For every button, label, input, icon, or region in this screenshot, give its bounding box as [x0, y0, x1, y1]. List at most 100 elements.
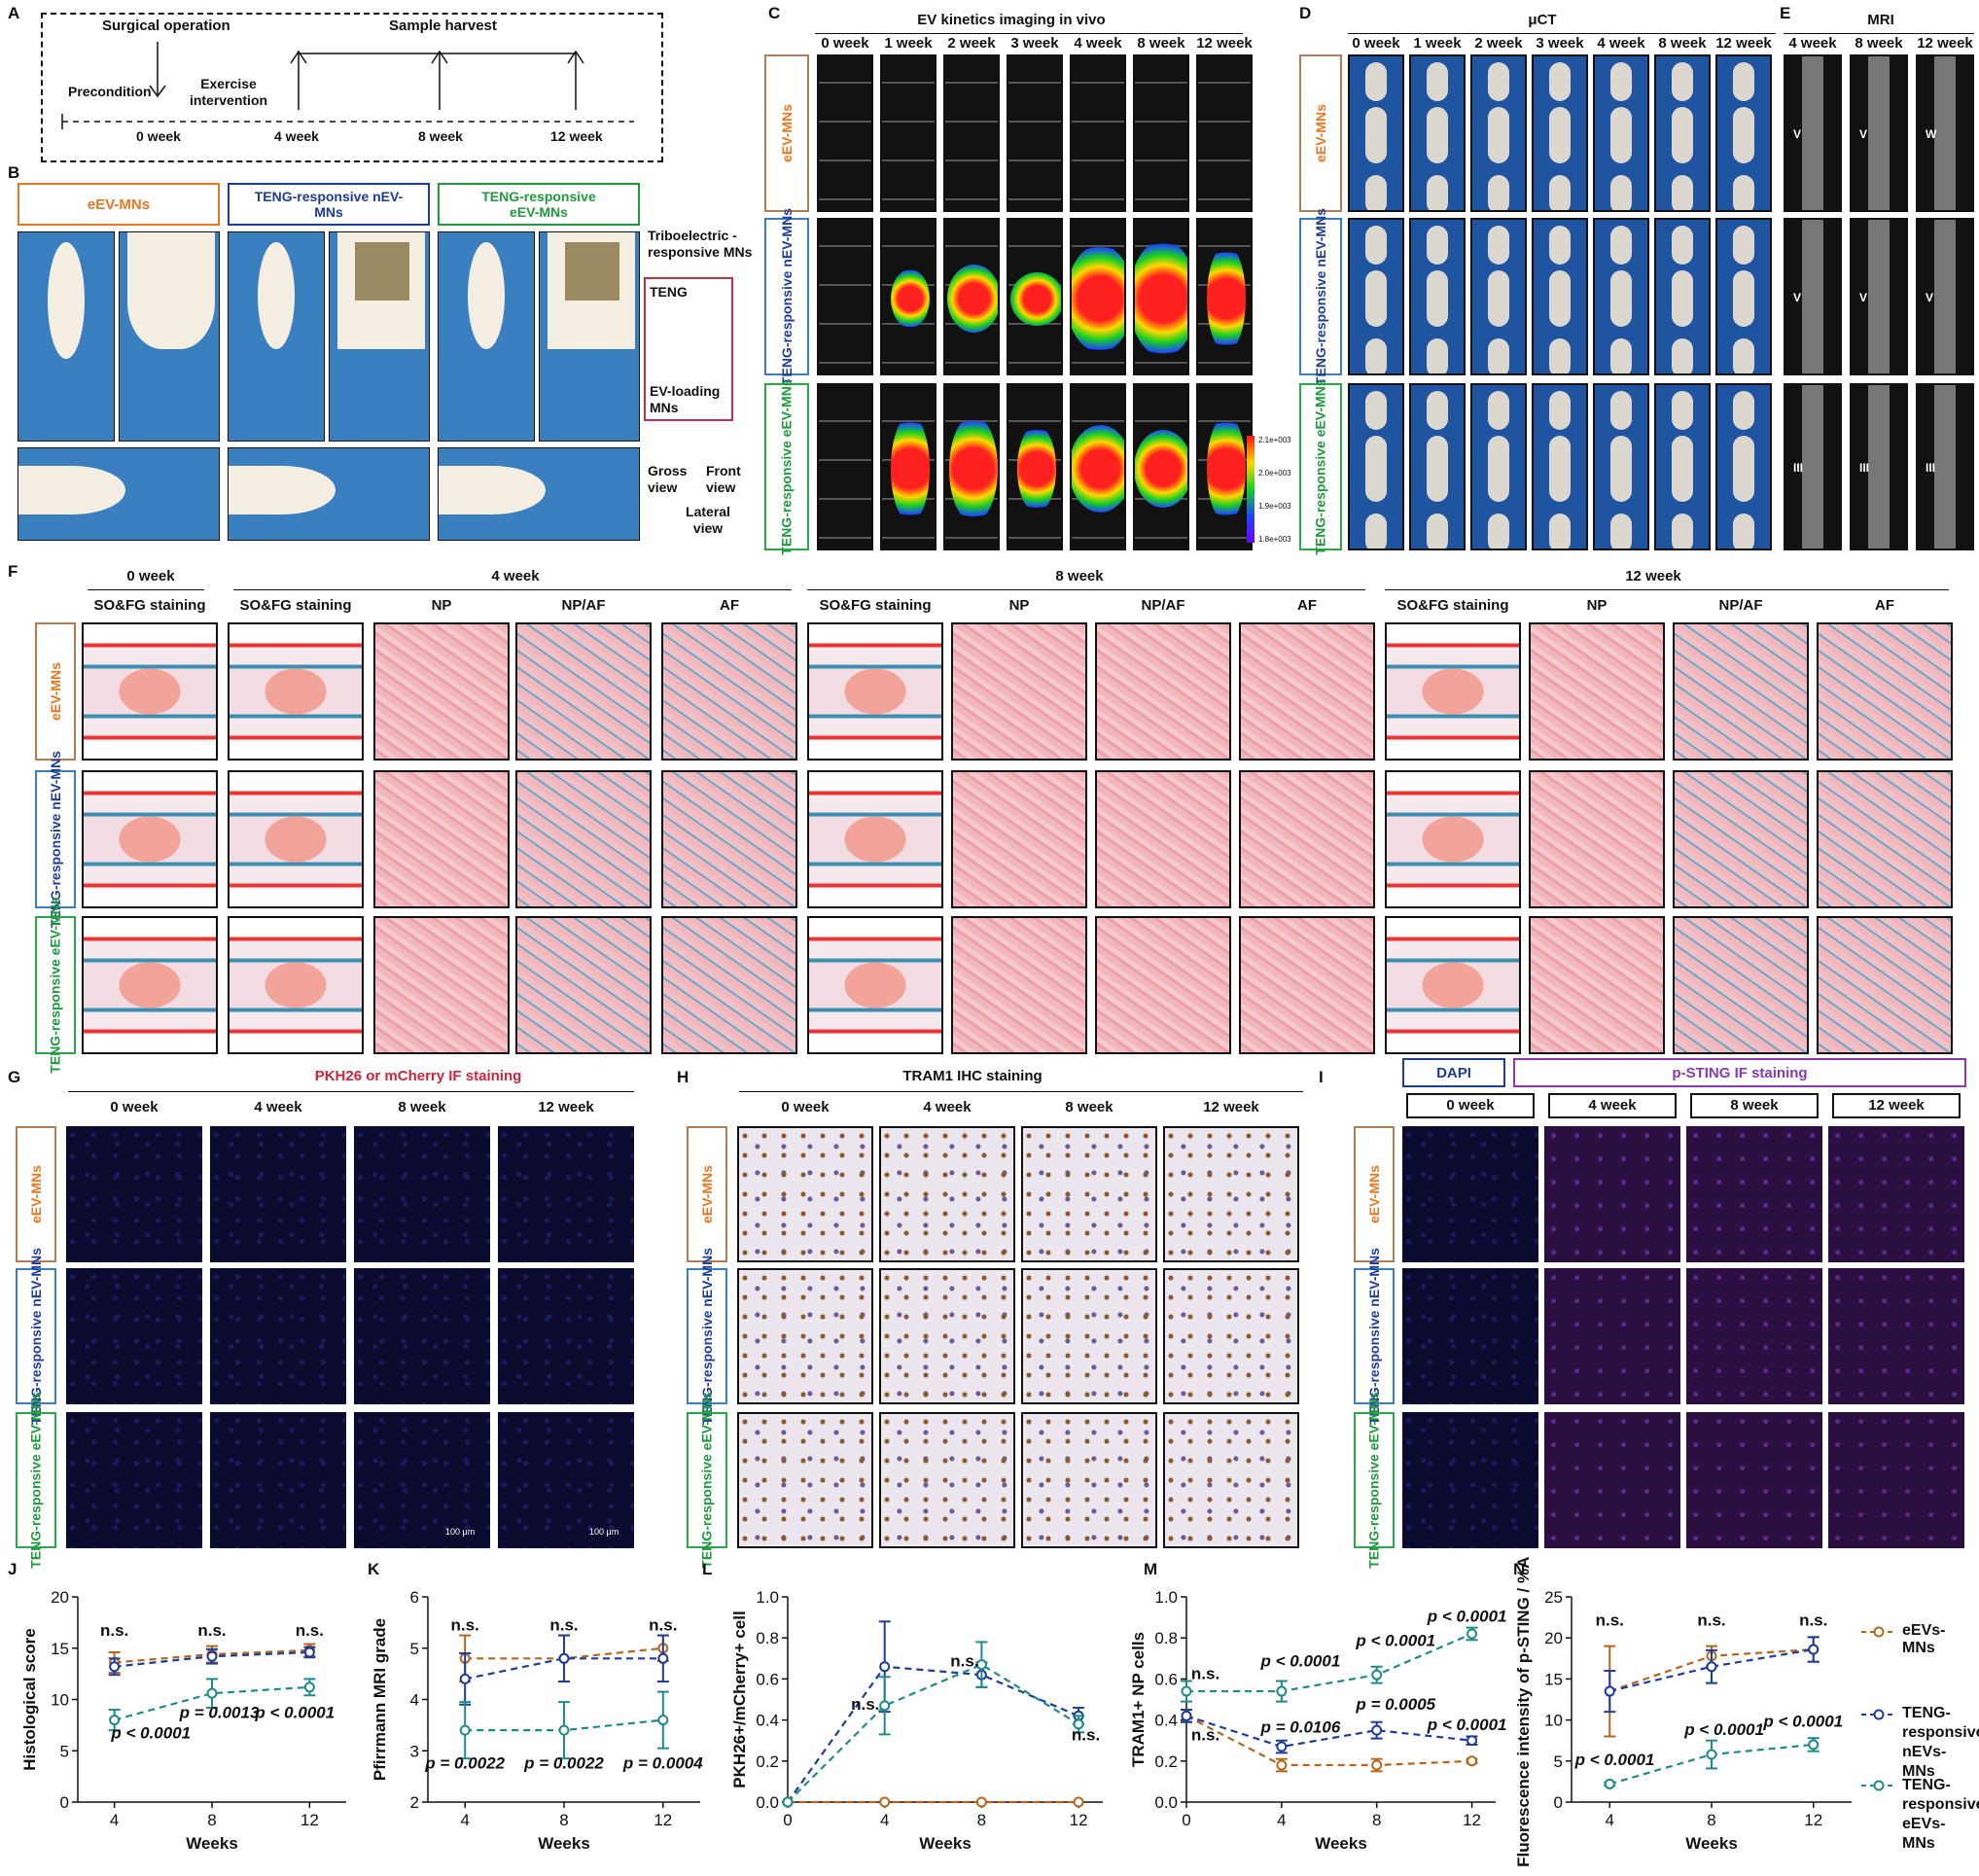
c-signal-2-1 — [891, 415, 930, 522]
f-col-9: SO&FG staining — [1396, 597, 1509, 614]
f-img-2-6 — [951, 916, 1087, 1054]
h-img-1-3 — [1163, 1268, 1299, 1404]
c-signal-2-4 — [1072, 425, 1124, 513]
h-week-0: 0 week — [781, 1099, 830, 1115]
d-img-0-1 — [1409, 54, 1466, 212]
d-img-0-3 — [1532, 54, 1588, 212]
d-img-1-5 — [1654, 218, 1711, 375]
panel-label-l: L — [702, 1560, 713, 1578]
c-img-2-0 — [817, 383, 873, 550]
ytick-K-2: 4 — [410, 1691, 419, 1710]
f-t0: 0 week — [126, 568, 175, 584]
annotation-J-0: n.s. — [100, 1621, 128, 1640]
point-M-1-2 — [1371, 1724, 1383, 1736]
xtick-J-0: 4 — [110, 1811, 119, 1829]
g-img-2-0 — [66, 1412, 202, 1548]
panel-label-g: G — [8, 1068, 21, 1086]
ytick-N-0: 0 — [1554, 1793, 1563, 1812]
f-img-2-4 — [661, 916, 797, 1054]
annotation-K-4: p = 0.0022 — [523, 1754, 604, 1773]
h-img-1-1 — [879, 1268, 1015, 1404]
d-img-2-6 — [1715, 383, 1772, 550]
photo-b8 — [228, 447, 430, 541]
xtick-J-2: 12 — [300, 1811, 319, 1829]
ylabel-L: PKH26+/mCherry+ cell — [730, 1611, 749, 1788]
annotation-M-6: p = 0.0005 — [1355, 1695, 1435, 1714]
b-group-3: TENG-responsive eEV-MNs — [438, 183, 640, 226]
c-img-0-2 — [943, 54, 1000, 212]
i-img-1-0 — [1402, 1268, 1538, 1404]
f-img-2-0 — [82, 916, 218, 1054]
photo-b7 — [18, 447, 220, 541]
i-img-2-2 — [1686, 1412, 1822, 1548]
e-img-0-2: W — [1916, 54, 1974, 212]
f-img-1-0 — [82, 770, 218, 908]
f-img-2-2 — [373, 916, 510, 1054]
c-week-0: 0 week — [821, 35, 869, 52]
point-K-1-0 — [459, 1673, 471, 1684]
g-img-1-1 — [210, 1268, 346, 1404]
h-img-2-1 — [879, 1412, 1015, 1548]
point-M-2-0 — [1181, 1685, 1192, 1697]
h-img-0-1 — [879, 1126, 1015, 1262]
b-teng: TENG — [650, 284, 688, 300]
f-img-1-11 — [1673, 770, 1809, 908]
point-M-2-2 — [1371, 1669, 1383, 1681]
f-img-0-12 — [1817, 622, 1953, 761]
f-img-1-9 — [1385, 770, 1521, 908]
c-img-2-4 — [1070, 383, 1126, 550]
f-col-11: NP/AF — [1718, 597, 1763, 614]
point-L-0-2 — [975, 1796, 987, 1808]
f-img-1-4 — [661, 770, 797, 908]
f-img-2-12 — [1817, 916, 1953, 1054]
series-line-L-2 — [787, 1663, 1079, 1803]
xlabel-M: Weeks — [1315, 1834, 1367, 1853]
ytick-J-3: 15 — [51, 1640, 69, 1658]
i-img-1-2 — [1686, 1268, 1822, 1404]
f-img-0-5 — [807, 622, 943, 761]
annotation-N-1: n.s. — [1697, 1611, 1725, 1630]
ytick-M-5: 1.0 — [1154, 1588, 1178, 1607]
e-grade-1-2: V — [1926, 291, 1934, 304]
point-N-2-1 — [1706, 1749, 1717, 1760]
f-img-1-7 — [1095, 770, 1231, 908]
i-row-1: eEV-MNs — [1354, 1126, 1395, 1262]
panel-label-c: C — [768, 4, 781, 22]
ytick-L-3: 0.6 — [756, 1670, 779, 1688]
timeline-t12: 12 week — [550, 128, 603, 144]
b-evloading: EV-loading MNs — [650, 383, 721, 415]
h-row-3: TENG-responsive eEV-MNs — [687, 1392, 727, 1569]
i-img-0-3 — [1828, 1126, 1964, 1262]
point-L-1-1 — [879, 1661, 891, 1673]
h-img-2-3 — [1163, 1412, 1299, 1548]
xtick-M-1: 4 — [1277, 1811, 1286, 1829]
f-col-2: NP — [431, 597, 452, 614]
xlabel-K: Weeks — [538, 1834, 590, 1853]
point-N-1-2 — [1808, 1644, 1820, 1655]
c-img-1-3 — [1007, 218, 1063, 375]
point-N-1-1 — [1706, 1661, 1717, 1673]
c-scale-1: 2.1e+003 — [1258, 436, 1291, 444]
i-row-2: TENG-responsive nEV-MNs — [1354, 1248, 1395, 1425]
d-week-3: 3 week — [1536, 35, 1584, 52]
photo-b3 — [228, 231, 325, 442]
c-img-0-1 — [880, 54, 936, 212]
g-img-2-3 — [498, 1412, 634, 1548]
xtick-J-1: 8 — [207, 1811, 216, 1829]
d-img-1-1 — [1409, 218, 1466, 375]
i-img-2-0 — [1402, 1412, 1538, 1548]
point-M-2-1 — [1276, 1685, 1288, 1697]
annotation-M-2: p < 0.0001 — [1260, 1652, 1341, 1671]
ylabel-N: Fluorescence intensity of p-STING / %Are… — [1514, 1556, 1533, 1867]
xtick-N-1: 8 — [1707, 1811, 1715, 1829]
c-img-2-3 — [1007, 383, 1063, 550]
timeline-exercise: Exercise intervention — [189, 76, 268, 108]
ytick-L-2: 0.4 — [756, 1712, 779, 1730]
legend-markers — [1861, 1626, 1896, 1791]
timeline-surgical: Surgical operation — [102, 18, 230, 34]
f-img-0-0 — [82, 622, 218, 761]
f-img-0-8 — [1239, 622, 1375, 761]
annotation-K-1: n.s. — [549, 1615, 578, 1634]
c-signal-2-2 — [949, 415, 998, 522]
f-img-2-3 — [515, 916, 652, 1054]
